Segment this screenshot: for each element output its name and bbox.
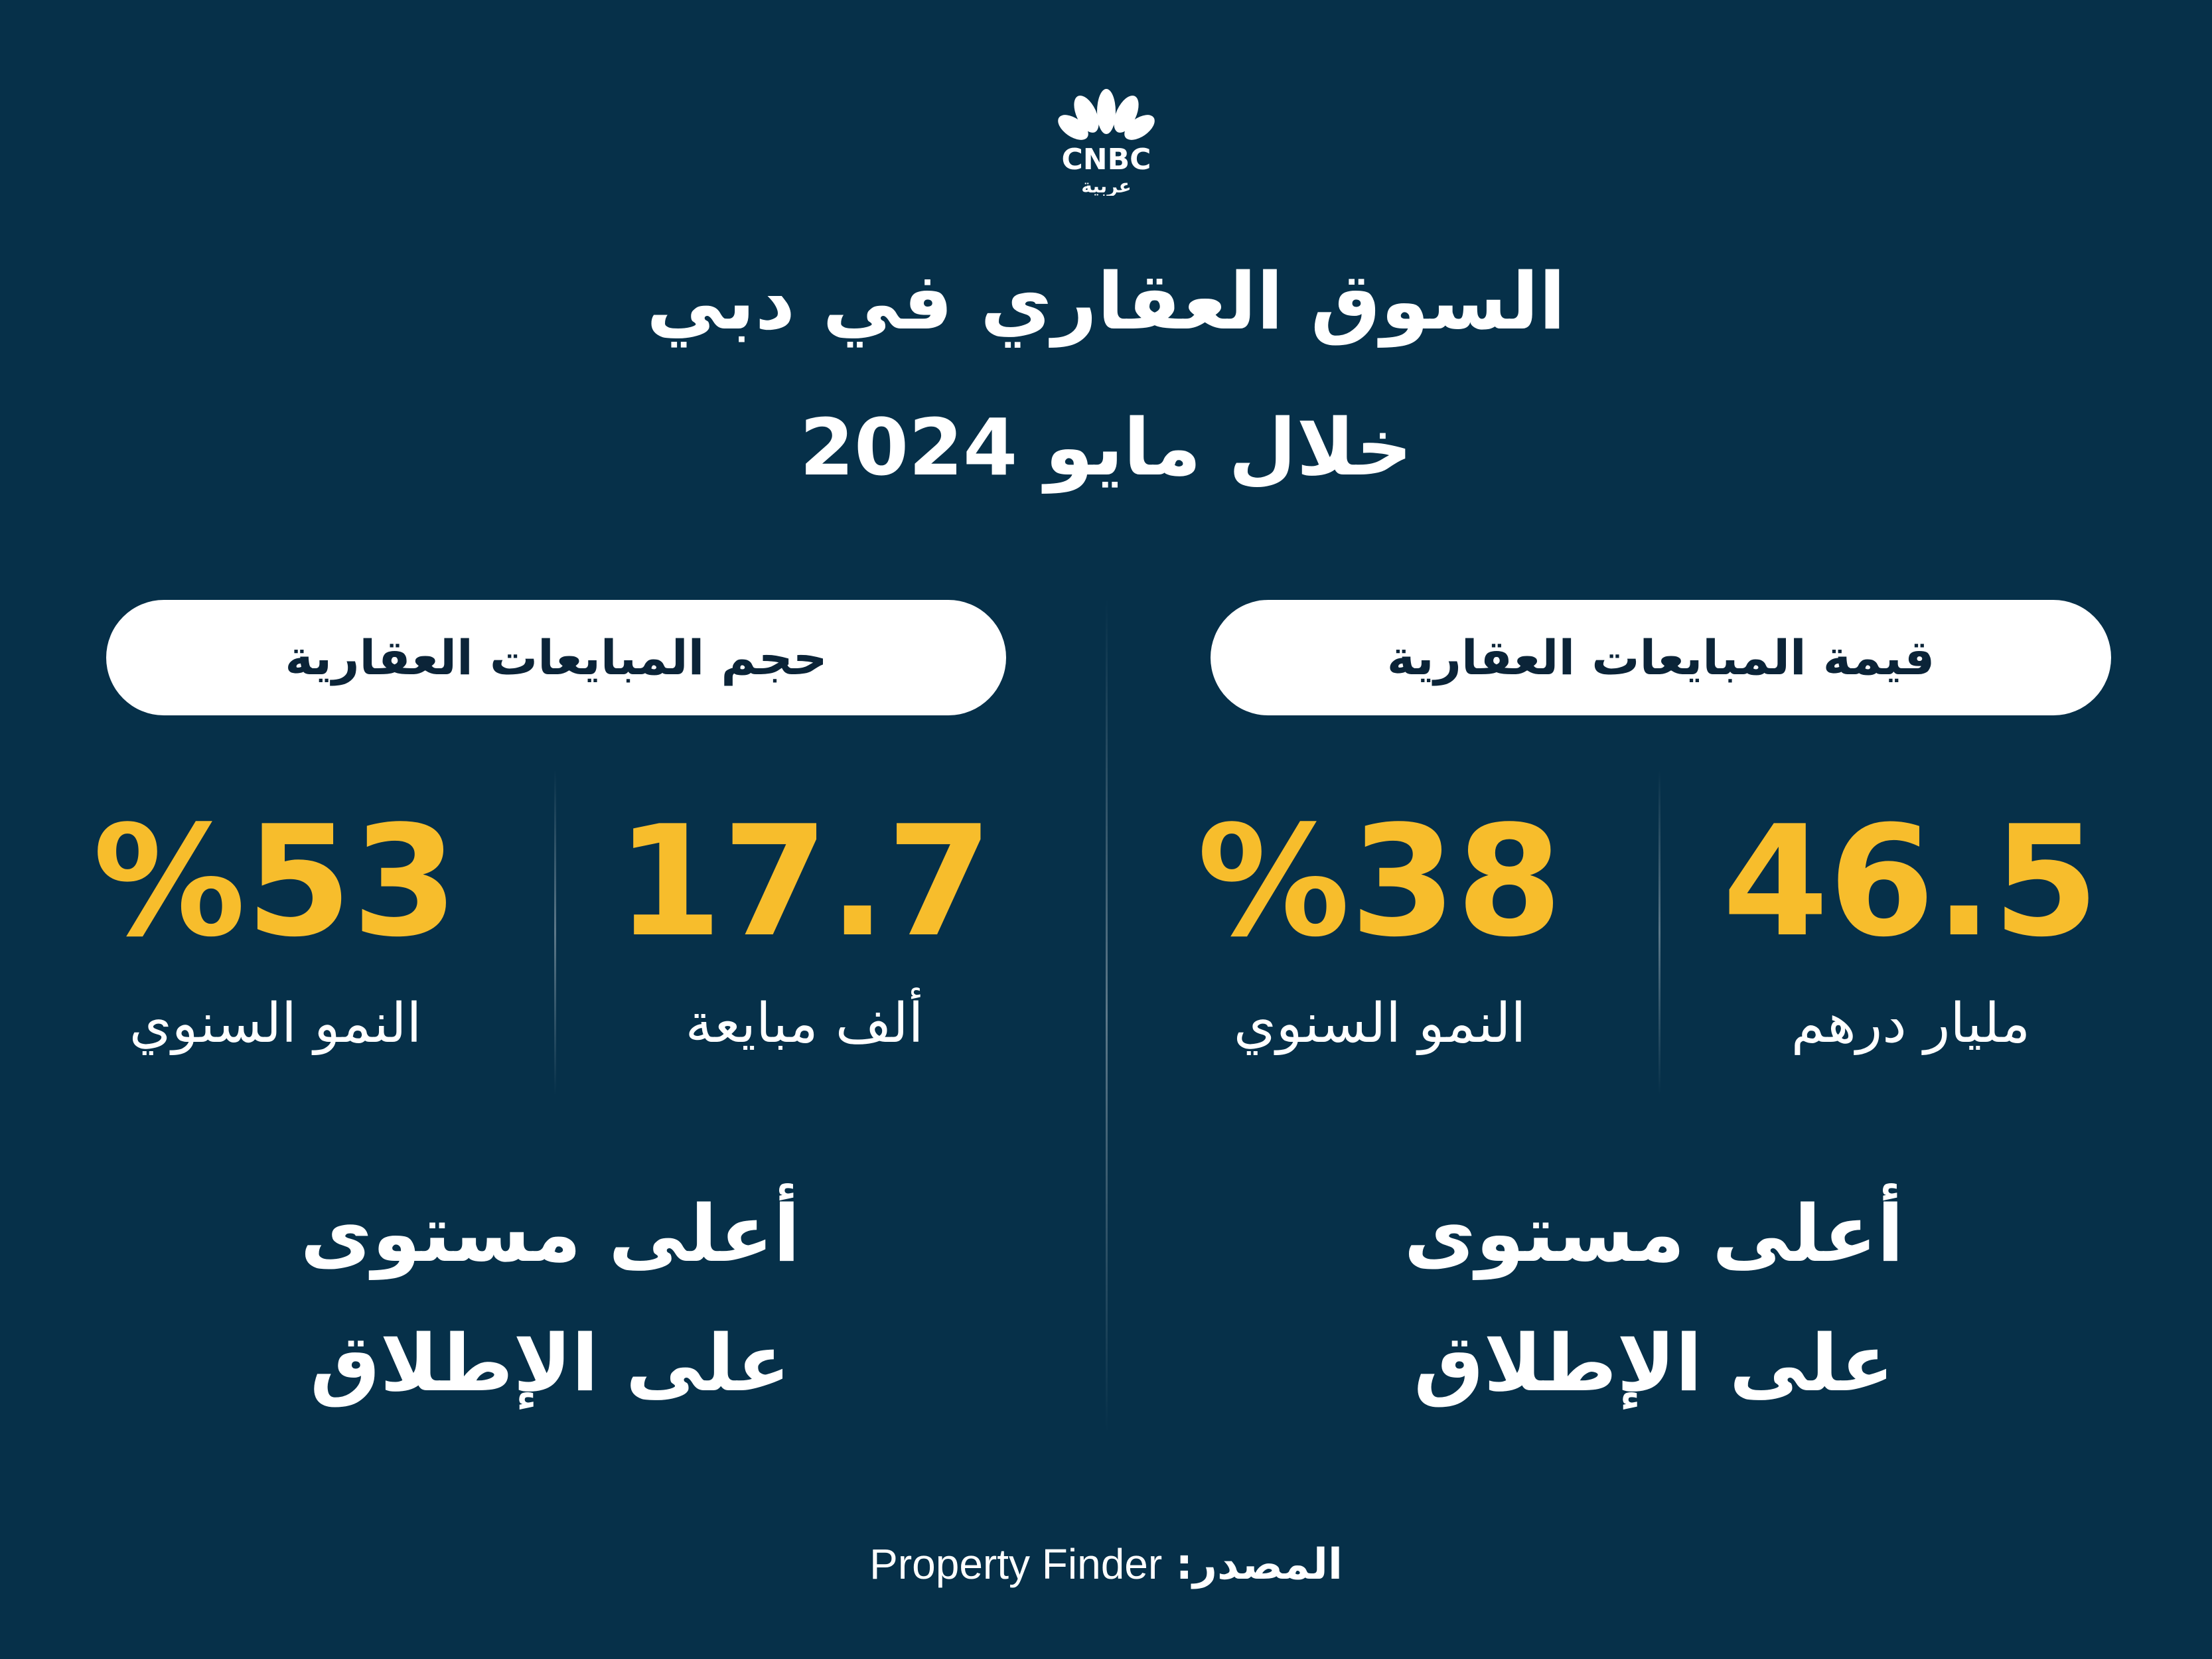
source-value: Property Finder [869,1540,1163,1588]
volume-note-line-2: على الإطلاق [310,1317,790,1409]
volume-note-line-1: أعلى مستوى [300,1188,800,1279]
volume-heading: حجم المبايعات العقارية [285,630,828,685]
value-heading: قيمة المبايعات العقارية [1386,630,1935,685]
left-divider [554,770,556,1095]
svg-text:CNBC: CNBC [1062,143,1151,177]
svg-text:عربية: عربية [1081,175,1131,196]
peacock-icon: CNBC عربية [1058,89,1155,197]
value-growth-label: النمو السنوي [1233,992,1526,1055]
volume-growth-value: %53 [92,794,459,971]
value-note-line-1: أعلى مستوى [1404,1188,1904,1279]
title-line-2: خلال مايو 2024 [799,401,1413,493]
value-note-line-2: على الإطلاق [1414,1317,1894,1409]
source-label: المصدر: [1175,1540,1343,1589]
value-main-label: مليار درهم [1791,992,2031,1055]
volume-heading-pill: حجم المبايعات العقارية [106,600,1006,715]
volume-main-label: ألف مبايعة [685,992,924,1055]
value-growth-value: %38 [1197,794,1563,971]
value-main-value: 46.5 [1722,794,2099,971]
volume-growth-label: النمو السنوي [129,992,422,1055]
title-line-1: السوق العقاري في دبي [646,255,1566,347]
cnbc-arabia-logo: CNBC عربية [1040,80,1173,197]
volume-main-value: 17.7 [616,794,993,971]
source-credit: المصدر: Property Finder [0,1540,2212,1589]
right-divider [1659,770,1660,1095]
main-divider [1106,597,1108,1433]
value-heading-pill: قيمة المبايعات العقارية [1211,600,2111,715]
